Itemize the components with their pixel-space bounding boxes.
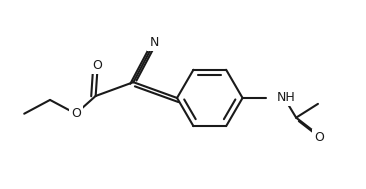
Text: O: O: [71, 107, 81, 120]
Text: O: O: [93, 59, 102, 72]
Text: NH: NH: [276, 91, 295, 105]
Text: N: N: [150, 36, 159, 49]
Text: O: O: [314, 131, 324, 144]
